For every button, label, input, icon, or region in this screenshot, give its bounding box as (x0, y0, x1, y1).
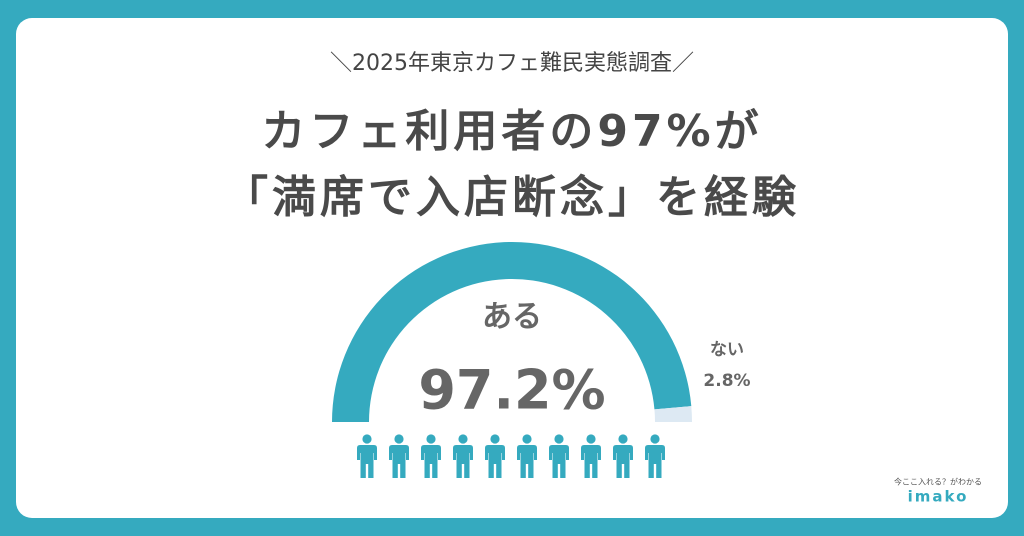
brand-tagline: 今ここ入れる？がわかる (894, 477, 982, 487)
gauge: ある 97.2% ない 2.8% (332, 241, 751, 422)
value-label: 2.8% (703, 371, 750, 391)
category-label: ある (482, 300, 542, 335)
subtitle: ＼2025年東京カフェ難民実態調査／ (330, 51, 694, 76)
brand-name: imako (908, 488, 969, 506)
value-label: 97.2% (418, 359, 605, 422)
title-line: カフェ利用者の97%が (261, 106, 762, 157)
title-line: 「満席で入店断念」を経験 (224, 172, 800, 223)
gauge-segment (654, 406, 692, 422)
gauge-segment (332, 241, 692, 422)
category-label: ない (710, 340, 744, 360)
